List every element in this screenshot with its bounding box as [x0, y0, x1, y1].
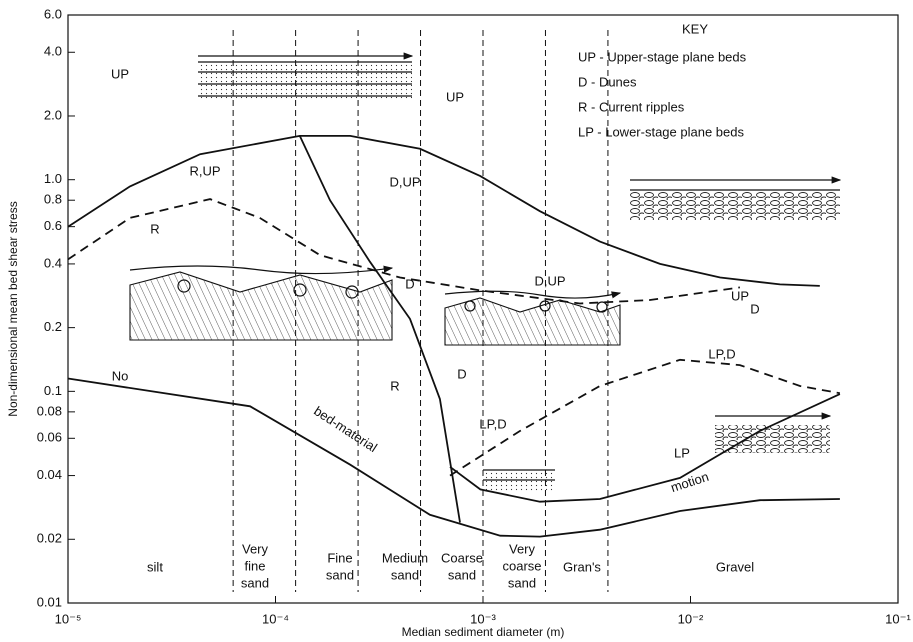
size-class-label: Gravel — [716, 559, 754, 574]
region-label: D — [750, 301, 759, 316]
size-class-label: sand — [241, 575, 269, 590]
key-entry: R - Current ripples — [578, 99, 685, 114]
region-label: R — [390, 378, 399, 393]
size-class-label: Gran's — [563, 559, 601, 574]
region-label: No — [112, 368, 129, 383]
size-class-label: Very — [242, 541, 269, 556]
region-label: D,UP — [534, 273, 565, 288]
region-label: LP,D — [708, 346, 735, 361]
size-class-label: silt — [147, 559, 163, 574]
size-class-label: sand — [448, 567, 476, 582]
y-tick-label: 0.2 — [44, 319, 62, 334]
size-class-label: fine — [245, 558, 266, 573]
y-tick-label: 0.01 — [37, 594, 62, 609]
size-class-label: Fine — [327, 550, 352, 565]
y-tick-label: 0.6 — [44, 218, 62, 233]
key-title: KEY — [682, 21, 708, 36]
region-label: LP — [674, 445, 690, 460]
y-tick-label: 2.0 — [44, 107, 62, 122]
y-tick-label: 0.4 — [44, 255, 62, 270]
sketch-ripples-left — [130, 266, 392, 340]
size-class-label: sand — [391, 567, 419, 582]
sketch-ripples-middle — [445, 291, 620, 345]
chart: 10⁻⁵10⁻⁴10⁻³10⁻²10⁻¹0.010.020.040.060.08… — [0, 0, 913, 642]
y-tick-label: 1.0 — [44, 171, 62, 186]
size-class-label: Coarse — [441, 550, 483, 565]
y-tick-label: 6.0 — [44, 6, 62, 21]
x-tick-label: 10⁻¹ — [885, 611, 911, 626]
region-label: UP — [731, 288, 749, 303]
x-axis-label: Median sediment diameter (m) — [402, 625, 565, 639]
y-axis-label: Non-dimensional mean bed shear stress — [6, 201, 20, 416]
key-entry: UP - Upper-stage plane beds — [578, 49, 747, 64]
region-label: D — [405, 276, 414, 291]
region-label: R,UP — [189, 163, 220, 178]
x-tick-label: 10⁻⁴ — [262, 611, 289, 626]
region-label: UP — [111, 66, 129, 81]
x-tick-label: 10⁻⁵ — [55, 611, 82, 626]
region-label: R — [150, 221, 159, 236]
sketch-gravel-upper — [630, 180, 840, 220]
y-tick-label: 0.04 — [37, 467, 62, 482]
y-tick-label: 0.8 — [44, 192, 62, 207]
sketch-plane-bed-small — [483, 470, 555, 492]
size-class-label: Medium — [382, 550, 428, 565]
region-label: D,UP — [389, 174, 420, 189]
y-tick-label: 0.08 — [37, 403, 62, 418]
region-label: UP — [446, 89, 464, 104]
y-tick-label: 4.0 — [44, 44, 62, 59]
sketch-plane-bed-top — [198, 56, 412, 100]
y-tick-label: 0.02 — [37, 531, 62, 546]
key-entry: D - Dunes — [578, 74, 637, 89]
y-tick-label: 0.1 — [44, 383, 62, 398]
boundary-line — [68, 379, 840, 537]
boundary-line — [450, 360, 840, 476]
key-entry: LP - Lower-stage plane beds — [578, 124, 744, 139]
size-class-label: sand — [326, 567, 354, 582]
region-label: LP,D — [479, 416, 506, 431]
size-class-label: Very — [509, 541, 536, 556]
size-class-label: sand — [508, 575, 536, 590]
size-class-label: coarse — [502, 558, 541, 573]
y-tick-label: 0.06 — [37, 430, 62, 445]
region-label: D — [457, 366, 466, 381]
x-tick-label: 10⁻² — [678, 611, 704, 626]
